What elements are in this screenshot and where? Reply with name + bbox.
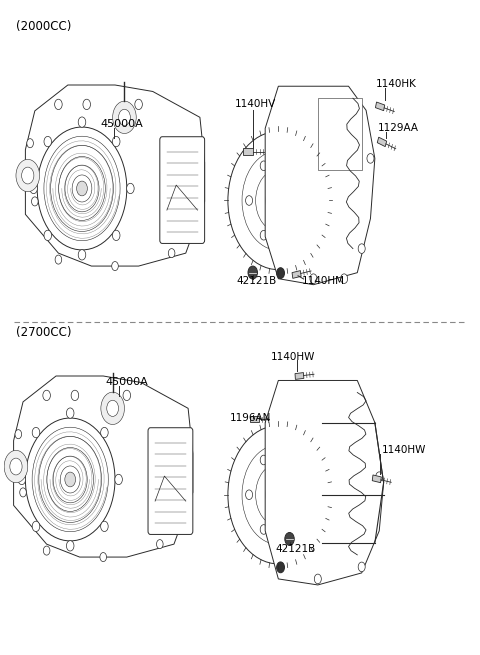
Circle shape: [71, 390, 79, 401]
Circle shape: [135, 99, 143, 109]
Circle shape: [77, 181, 87, 196]
Text: 1140HW: 1140HW: [271, 352, 315, 362]
Polygon shape: [372, 475, 381, 483]
Circle shape: [78, 117, 86, 127]
Circle shape: [43, 546, 50, 555]
Circle shape: [100, 553, 107, 561]
Circle shape: [101, 392, 124, 424]
Circle shape: [260, 525, 267, 534]
Circle shape: [289, 525, 297, 534]
Circle shape: [66, 540, 74, 551]
Text: 1140HK: 1140HK: [376, 79, 417, 88]
Circle shape: [55, 99, 62, 109]
Polygon shape: [13, 376, 193, 557]
Circle shape: [65, 472, 75, 487]
Circle shape: [4, 451, 28, 483]
Circle shape: [156, 540, 163, 549]
Circle shape: [272, 487, 284, 503]
Circle shape: [15, 430, 22, 439]
Text: 1140HM: 1140HM: [301, 276, 344, 286]
Polygon shape: [375, 102, 385, 111]
Polygon shape: [292, 271, 301, 278]
Circle shape: [83, 99, 91, 109]
Text: 1196AN: 1196AN: [229, 413, 271, 423]
Circle shape: [358, 562, 365, 572]
Circle shape: [276, 562, 285, 572]
Circle shape: [123, 390, 131, 401]
FancyBboxPatch shape: [160, 137, 204, 244]
Circle shape: [16, 159, 39, 192]
Circle shape: [44, 230, 51, 240]
Polygon shape: [377, 137, 387, 147]
Text: 42121B: 42121B: [276, 544, 316, 553]
Text: 1140HV: 1140HV: [234, 100, 276, 109]
Circle shape: [310, 274, 317, 284]
Circle shape: [248, 266, 257, 279]
Circle shape: [78, 250, 86, 260]
Text: 45000A: 45000A: [106, 377, 148, 387]
Circle shape: [32, 197, 38, 206]
Circle shape: [66, 408, 74, 419]
Circle shape: [10, 458, 22, 475]
Circle shape: [314, 574, 321, 584]
Circle shape: [260, 455, 267, 465]
Circle shape: [44, 136, 51, 147]
FancyBboxPatch shape: [148, 428, 193, 534]
Circle shape: [32, 521, 40, 532]
Polygon shape: [295, 373, 304, 379]
Circle shape: [289, 231, 297, 240]
Circle shape: [112, 136, 120, 147]
Circle shape: [168, 249, 175, 257]
Circle shape: [304, 196, 311, 205]
Polygon shape: [25, 85, 204, 266]
Circle shape: [32, 427, 40, 438]
Circle shape: [341, 274, 348, 284]
Circle shape: [376, 472, 383, 481]
Circle shape: [246, 490, 252, 500]
Circle shape: [246, 196, 252, 205]
Text: (2700CC): (2700CC): [16, 326, 72, 339]
Text: 42121B: 42121B: [236, 276, 276, 286]
Text: 1129AA: 1129AA: [378, 123, 419, 134]
Circle shape: [289, 161, 297, 170]
Circle shape: [18, 474, 25, 485]
Circle shape: [30, 183, 37, 194]
Circle shape: [115, 474, 122, 485]
Circle shape: [112, 230, 120, 240]
Circle shape: [260, 231, 267, 240]
Circle shape: [22, 167, 34, 184]
Circle shape: [107, 400, 119, 417]
Circle shape: [101, 427, 108, 438]
Circle shape: [367, 153, 374, 163]
Circle shape: [228, 426, 329, 564]
Circle shape: [272, 192, 284, 209]
Circle shape: [112, 261, 118, 271]
Circle shape: [260, 161, 267, 170]
Circle shape: [289, 455, 297, 465]
Circle shape: [358, 244, 365, 253]
Circle shape: [228, 132, 329, 270]
Polygon shape: [251, 417, 259, 422]
Circle shape: [113, 101, 136, 134]
Polygon shape: [265, 86, 375, 285]
Circle shape: [43, 390, 50, 401]
Circle shape: [20, 488, 26, 497]
Circle shape: [127, 183, 134, 194]
Circle shape: [304, 490, 311, 500]
Text: 1140HW: 1140HW: [382, 445, 426, 455]
Polygon shape: [318, 98, 362, 170]
Circle shape: [276, 268, 285, 278]
Circle shape: [27, 139, 34, 148]
Polygon shape: [243, 149, 252, 155]
Circle shape: [55, 255, 62, 264]
Circle shape: [119, 109, 131, 125]
Text: (2000CC): (2000CC): [16, 20, 72, 33]
Text: 45000A: 45000A: [101, 119, 144, 130]
Circle shape: [285, 533, 294, 546]
Polygon shape: [265, 381, 384, 585]
Circle shape: [101, 521, 108, 532]
